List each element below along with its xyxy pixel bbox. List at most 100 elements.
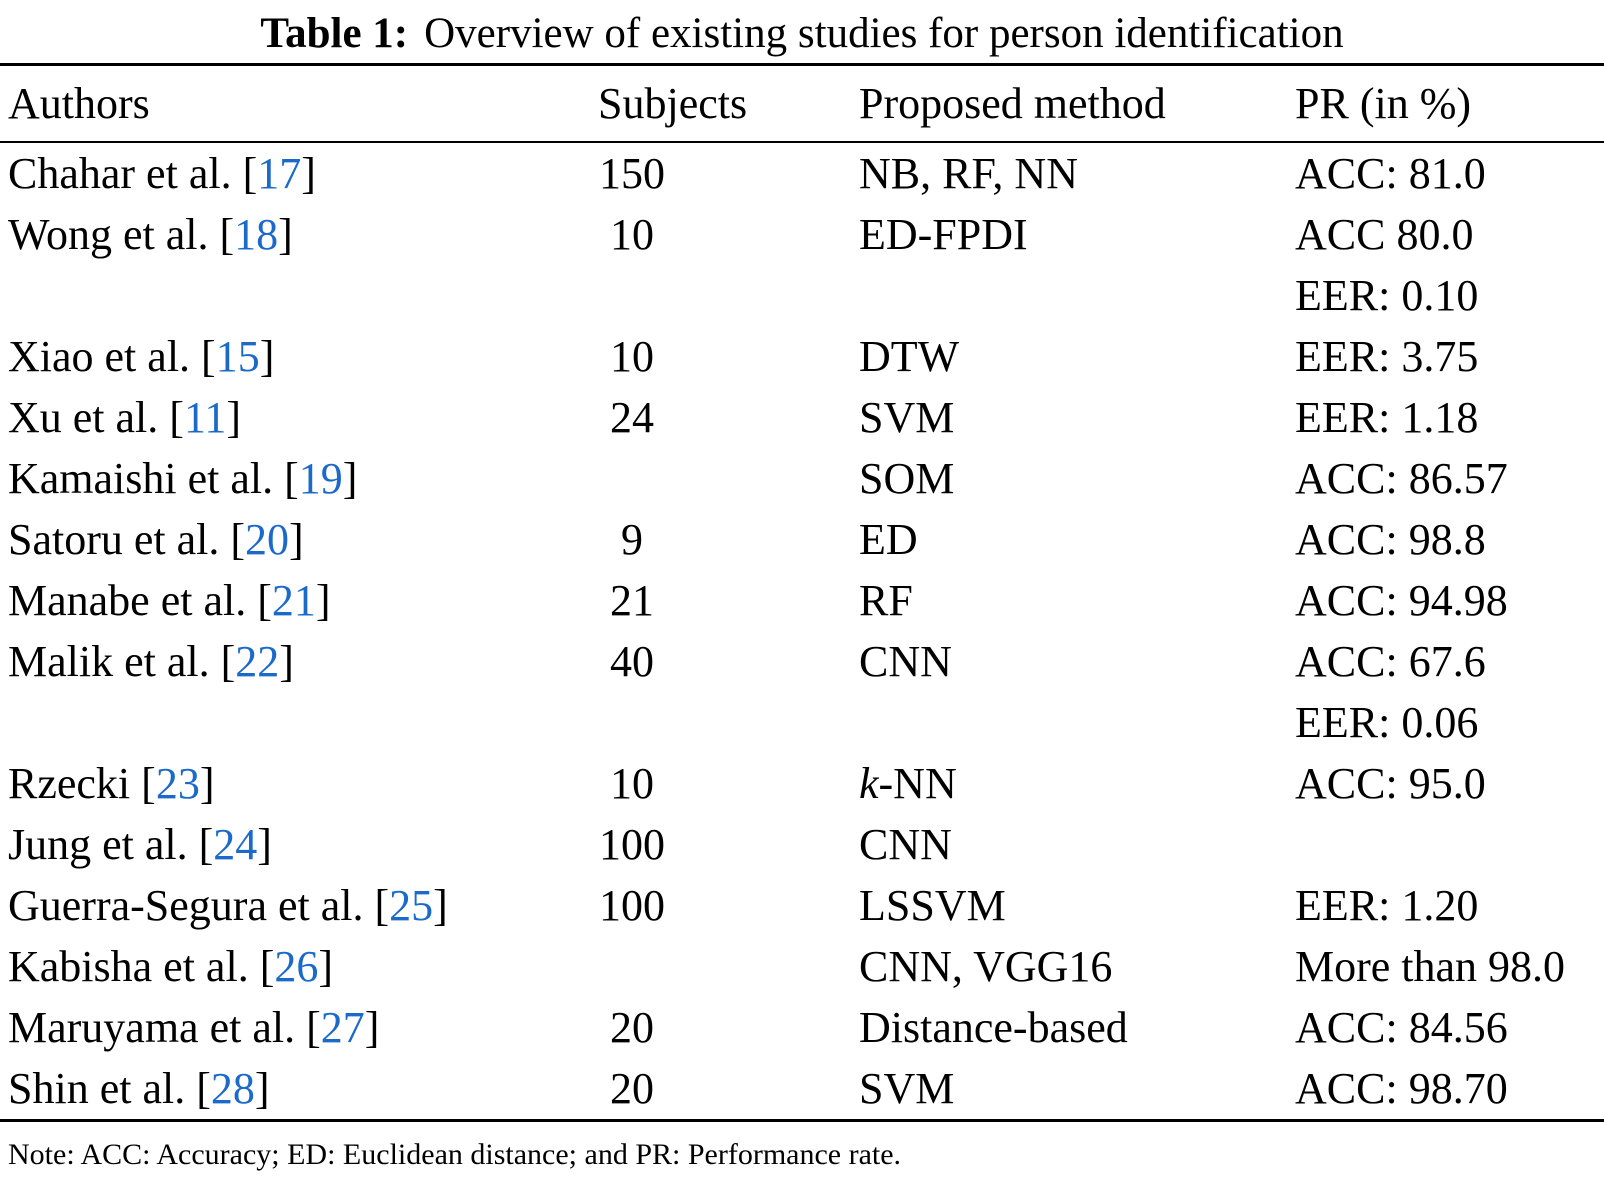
pr-cell: ACC: 98.70 bbox=[1295, 1058, 1604, 1119]
pr-cell: EER: 1.20 bbox=[1295, 875, 1604, 936]
table-row: Xu et al. [11] 24 SVM EER: 1.18 bbox=[0, 387, 1604, 448]
pr-cell: ACC: 86.57 bbox=[1295, 448, 1604, 509]
pr-cell: ACC 80.0 EER: 0.10 bbox=[1295, 204, 1604, 326]
table-row: Kamaishi et al. [19] SOM ACC: 86.57 bbox=[0, 448, 1604, 509]
subjects-cell bbox=[592, 936, 859, 997]
subjects-value: 150 bbox=[599, 149, 665, 198]
citation-bracket-open: [ bbox=[259, 942, 275, 991]
citation-bracket-open: [ bbox=[284, 454, 299, 503]
subjects-value: 10 bbox=[610, 332, 654, 381]
subjects-cell: 21 bbox=[592, 570, 859, 631]
subjects-value: 10 bbox=[610, 759, 654, 808]
subjects-cell: 20 bbox=[592, 997, 859, 1058]
subjects-cell: 100 bbox=[592, 875, 859, 936]
citation-link[interactable]: 28 bbox=[210, 1064, 255, 1113]
author-name: Chahar et al. bbox=[8, 149, 243, 198]
table-row: Chahar et al. [17] 150 NB, RF, NN ACC: 8… bbox=[0, 143, 1604, 204]
citation-link[interactable]: 23 bbox=[155, 759, 200, 808]
citation-link[interactable]: 21 bbox=[271, 576, 316, 625]
subjects-cell: 10 bbox=[592, 753, 859, 814]
pr-value: ACC: 84.56 bbox=[1295, 1003, 1508, 1052]
citation-bracket-close: ] bbox=[433, 881, 448, 930]
method-cell: ED-FPDI bbox=[859, 210, 1028, 259]
citation-bracket-open: [ bbox=[220, 637, 236, 686]
column-header-method: Proposed method bbox=[859, 79, 1166, 128]
subjects-value: 20 bbox=[610, 1064, 654, 1113]
method-cell: SOM bbox=[859, 454, 955, 503]
citation-bracket-close: ] bbox=[259, 332, 275, 381]
citation-link[interactable]: 20 bbox=[245, 515, 290, 564]
pr-value: ACC: 86.57 bbox=[1295, 454, 1508, 503]
subjects-cell: 150 bbox=[592, 143, 859, 204]
pr-value: ACC: 81.0 bbox=[1295, 149, 1486, 198]
author-cell: Wong et al. [18] bbox=[0, 204, 592, 265]
subjects-cell bbox=[592, 448, 859, 509]
top-rule bbox=[0, 63, 1604, 66]
pr-cell: ACC: 94.98 bbox=[1295, 570, 1604, 631]
pr-value: ACC: 95.0 bbox=[1295, 759, 1486, 808]
author-name: Kabisha et al. bbox=[8, 942, 260, 991]
table-note: Note: ACC: Accuracy; ED: Euclidean dista… bbox=[8, 1138, 902, 1171]
pr-value: EER: 0.10 bbox=[1295, 271, 1479, 320]
author-name: Satoru et al. bbox=[8, 515, 231, 564]
table-row: Malik et al. [22] 40 CNN ACC: 67.6 EER: 0… bbox=[0, 631, 1604, 753]
pr-cell: ACC: 67.6 EER: 0.06 bbox=[1295, 631, 1604, 753]
citation-bracket-close: ] bbox=[199, 759, 215, 808]
citation-bracket-close: ] bbox=[254, 1064, 270, 1113]
citation-link[interactable]: 18 bbox=[234, 210, 279, 259]
citation-link[interactable]: 27 bbox=[320, 1003, 365, 1052]
citation-link[interactable]: 11 bbox=[183, 393, 227, 442]
citation-link[interactable]: 25 bbox=[389, 881, 434, 930]
citation-link[interactable]: 15 bbox=[215, 332, 260, 381]
table-title-label: Table 1: bbox=[260, 10, 409, 57]
author-name: Xu et al. bbox=[8, 393, 170, 442]
author-name: Malik et al. bbox=[8, 637, 221, 686]
author-cell: Kabisha et al. [26] bbox=[0, 936, 592, 997]
pr-value: ACC 80.0 bbox=[1295, 210, 1474, 259]
table-title-text: Overview of existing studies for person … bbox=[424, 10, 1344, 57]
citation-bracket-close: ] bbox=[318, 942, 334, 991]
citation-bracket-close: ] bbox=[315, 576, 331, 625]
subjects-cell: 100 bbox=[592, 814, 859, 875]
pr-value: EER: 0.06 bbox=[1295, 698, 1479, 747]
column-header-subjects: Subjects bbox=[598, 79, 748, 128]
citation-bracket-close: ] bbox=[279, 637, 294, 686]
citation-bracket-open: [ bbox=[201, 332, 216, 381]
citation-link[interactable]: 26 bbox=[274, 942, 319, 991]
table-row: Shin et al. [28] 20 SVM ACC: 98.70 bbox=[0, 1058, 1604, 1119]
author-name: Guerra-Segura et al. bbox=[8, 881, 375, 930]
citation-bracket-close: ] bbox=[226, 393, 241, 442]
author-cell: Xiao et al. [15] bbox=[0, 326, 592, 387]
citation-bracket-close: ] bbox=[364, 1003, 380, 1052]
pr-value: EER: 3.75 bbox=[1295, 332, 1479, 381]
subjects-value: 9 bbox=[621, 515, 643, 564]
author-cell: Shin et al. [28] bbox=[0, 1058, 592, 1119]
method-cell: CNN bbox=[859, 637, 952, 686]
method-cell: CNN bbox=[859, 820, 952, 869]
author-cell: Xu et al. [11] bbox=[0, 387, 592, 448]
citation-bracket-open: [ bbox=[219, 210, 235, 259]
subjects-cell: 24 bbox=[592, 387, 859, 448]
subjects-value: 100 bbox=[599, 881, 665, 930]
author-cell: Chahar et al. [17] bbox=[0, 143, 592, 204]
table-row: Rzecki [23] 10 k-NN ACC: 95.0 bbox=[0, 753, 1604, 814]
citation-link[interactable]: 22 bbox=[235, 637, 280, 686]
method-cell: Distance-based bbox=[859, 1003, 1128, 1052]
citation-bracket-open: [ bbox=[230, 515, 246, 564]
citation-link[interactable]: 17 bbox=[257, 149, 302, 198]
subjects-cell: 20 bbox=[592, 1058, 859, 1119]
author-name: Shin et al. bbox=[8, 1064, 197, 1113]
pr-cell: ACC: 81.0 bbox=[1295, 143, 1604, 204]
method-cell: CNN, VGG16 bbox=[859, 942, 1113, 991]
pr-value: ACC: 98.70 bbox=[1295, 1064, 1508, 1113]
author-name: Jung et al. bbox=[8, 820, 199, 869]
table-row: Wong et al. [18] 10 ED-FPDI ACC 80.0 EER:… bbox=[0, 204, 1604, 326]
pr-value: More than 98.0 bbox=[1295, 942, 1566, 991]
citation-link[interactable]: 24 bbox=[213, 820, 258, 869]
method-cell: NB, RF, NN bbox=[859, 149, 1078, 198]
citation-bracket-open: [ bbox=[196, 1064, 211, 1113]
citation-link[interactable]: 19 bbox=[298, 454, 343, 503]
pr-value: ACC: 98.8 bbox=[1295, 515, 1486, 564]
citation-bracket-close: ] bbox=[301, 149, 316, 198]
